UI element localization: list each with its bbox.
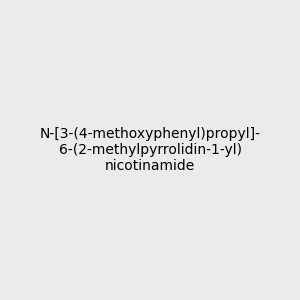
Text: N-[3-(4-methoxyphenyl)propyl]-
6-(2-methylpyrrolidin-1-yl)
nicotinamide: N-[3-(4-methoxyphenyl)propyl]- 6-(2-meth… <box>40 127 260 173</box>
